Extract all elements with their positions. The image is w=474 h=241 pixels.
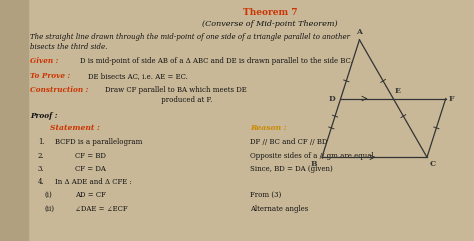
Text: 3.: 3. xyxy=(38,165,45,173)
Text: Draw CF parallel to BA which meets DE
                         produced at F.: Draw CF parallel to BA which meets DE pr… xyxy=(105,86,247,104)
Text: The straight line drawn through the mid-point of one side of a triangle parallel: The straight line drawn through the mid-… xyxy=(30,33,350,51)
Text: A: A xyxy=(356,28,363,36)
Text: Theorem 7: Theorem 7 xyxy=(243,8,297,17)
Text: CF = BD: CF = BD xyxy=(75,152,106,160)
Text: DE bisects AC, i.e. AE = EC.: DE bisects AC, i.e. AE = EC. xyxy=(88,72,188,80)
Text: Since, BD = DA (given): Since, BD = DA (given) xyxy=(250,165,333,173)
Text: (Converse of Mid-point Theorem): (Converse of Mid-point Theorem) xyxy=(202,20,338,28)
Text: CF = DA: CF = DA xyxy=(75,165,106,173)
Text: (i): (i) xyxy=(45,191,53,199)
Text: Given :: Given : xyxy=(30,57,58,65)
Text: BCFD is a parallelogram: BCFD is a parallelogram xyxy=(55,138,142,146)
Text: C: C xyxy=(430,160,436,167)
Text: Proof :: Proof : xyxy=(30,112,57,120)
Text: 4.: 4. xyxy=(38,178,45,186)
Text: In Δ ADE and Δ CFE :: In Δ ADE and Δ CFE : xyxy=(55,178,132,186)
Text: Alternate angles: Alternate angles xyxy=(250,205,308,213)
Text: 2.: 2. xyxy=(38,152,45,160)
Text: DF // BC and CF // BD: DF // BC and CF // BD xyxy=(250,138,328,146)
Text: F: F xyxy=(449,94,454,102)
Text: Reason :: Reason : xyxy=(250,124,287,132)
Text: D is mid-point of side AB of a Δ ABC and DE is drawn parallel to the side BC.: D is mid-point of side AB of a Δ ABC and… xyxy=(80,57,353,65)
Text: Construction :: Construction : xyxy=(30,86,88,94)
Text: (ii): (ii) xyxy=(45,205,55,213)
Text: ∠DAE = ∠ECF: ∠DAE = ∠ECF xyxy=(75,205,128,213)
Text: D: D xyxy=(328,94,336,102)
Bar xyxy=(0,0,28,241)
Text: 1.: 1. xyxy=(38,138,45,146)
Text: Opposite sides of a // gm are equal.: Opposite sides of a // gm are equal. xyxy=(250,152,376,160)
Text: B: B xyxy=(311,160,318,167)
Text: To Prove :: To Prove : xyxy=(30,72,70,80)
Text: AD = CF: AD = CF xyxy=(75,191,106,199)
Text: Statement :: Statement : xyxy=(50,124,100,132)
Text: From (3): From (3) xyxy=(250,191,281,199)
Text: E: E xyxy=(395,87,401,95)
